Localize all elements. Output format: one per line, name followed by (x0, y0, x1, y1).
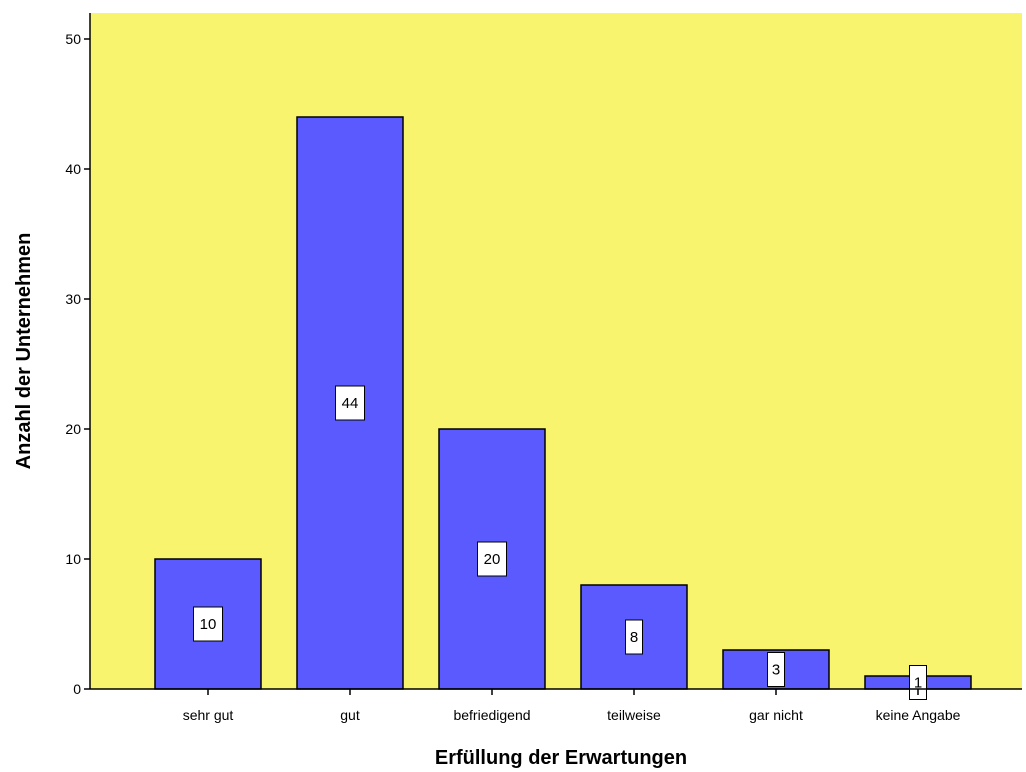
data-label-box-2 (477, 541, 507, 577)
y-tick-label-2: 20 (65, 421, 81, 437)
y-tick-label-0: 0 (73, 681, 81, 697)
y-tick-label-4: 40 (65, 161, 81, 177)
y-tick-label-1: 10 (65, 551, 81, 567)
y-tick-label-3: 30 (65, 291, 81, 307)
data-label-box-5 (909, 665, 927, 700)
data-label-0: 10 (200, 616, 217, 633)
y-tick-label-5: 50 (65, 31, 81, 47)
x-axis: sehr gut gut befriedigend teilweise gar nich… (90, 688, 1022, 723)
y-axis-title: Anzahl der Unternehmen (13, 233, 35, 470)
data-label-3: 8 (630, 629, 638, 646)
data-label-box-0 (193, 606, 223, 642)
x-tick-label-1: gut (340, 707, 360, 723)
data-label-box-3 (625, 619, 643, 655)
data-label-box-1 (335, 385, 365, 421)
x-axis-title: Erfüllung der Erwartungen (435, 747, 687, 769)
x-tick-label-2: befriedigend (453, 707, 530, 723)
data-labels-group: 10 44 20 8 3 1 (193, 385, 927, 700)
x-tick-label-5: keine Angabe (876, 707, 961, 723)
data-label-1: 44 (342, 395, 359, 412)
x-tick-label-4: gar nicht (749, 707, 803, 723)
x-tick-label-3: teilweise (607, 707, 661, 723)
data-label-5: 1 (914, 675, 922, 692)
data-label-2: 20 (484, 551, 501, 568)
data-label-4: 3 (772, 662, 780, 679)
y-axis: 0 10 20 30 40 50 (65, 13, 91, 697)
x-tick-label-0: sehr gut (183, 707, 234, 723)
data-label-box-4 (767, 652, 785, 687)
